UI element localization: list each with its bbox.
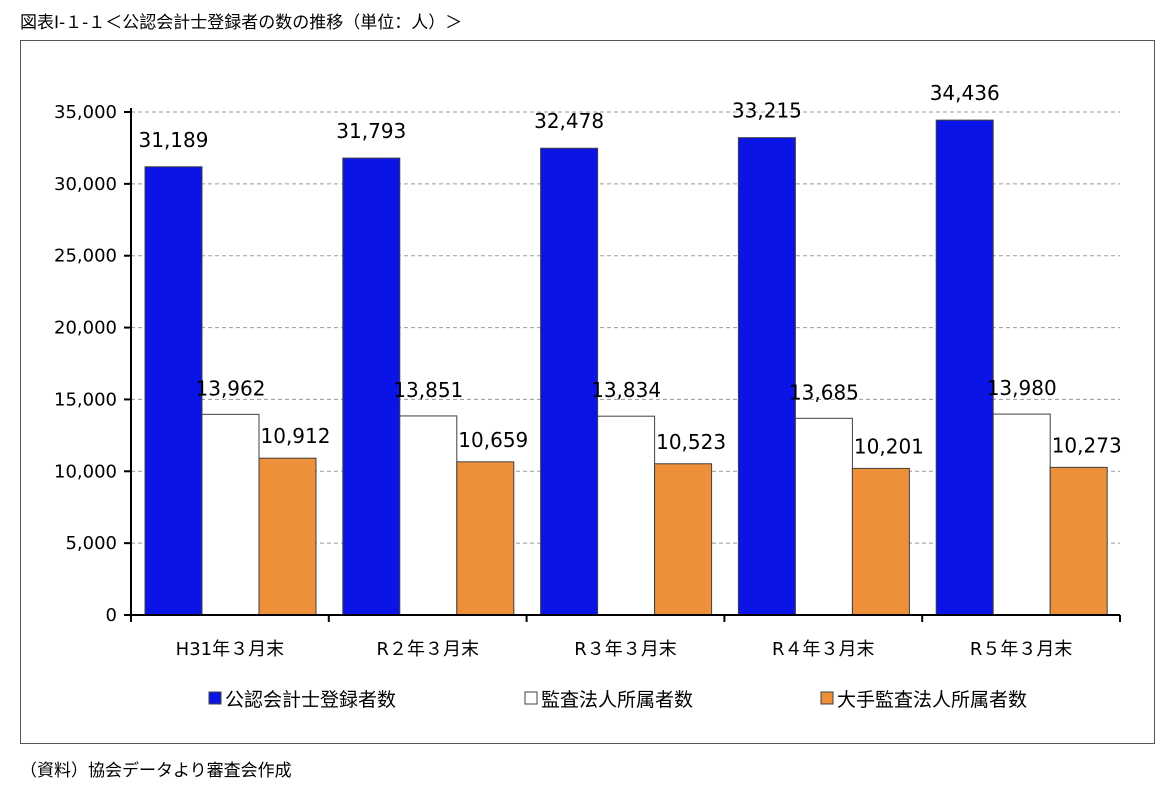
bar-large-firm <box>1049 466 1108 616</box>
y-tick-label: 25,000 <box>54 246 117 267</box>
data-label-registered: 33,215 <box>732 99 802 123</box>
legend-swatch-registered <box>208 691 222 705</box>
bar-registered <box>144 166 203 616</box>
bar-large-firm <box>654 463 713 616</box>
bar-large-firm <box>258 457 317 616</box>
bar-large-firm <box>851 467 910 616</box>
bar-audit-firm <box>794 417 853 616</box>
data-label-large-firm: 10,201 <box>854 434 924 458</box>
data-labels: 31,189 31,793 32,478 33,215 34,436 13,962 13,8… <box>139 81 1122 458</box>
y-tick-label: 30,000 <box>54 174 117 195</box>
data-label-large-firm: 10,523 <box>656 430 726 454</box>
figure-title: 図表Ⅰ-１-１＜公認会計士登録者の数の推移（単位：人）＞ <box>20 13 463 33</box>
bar-audit-firm <box>399 415 458 616</box>
data-label-audit-firm: 13,962 <box>196 376 266 400</box>
legend: 公認会計士登録者数 監査法人所属者数 大手監査法人所属者数 <box>208 689 1027 711</box>
bar-large-firm <box>456 461 515 616</box>
legend-label-audit-firm: 監査法人所属者数 <box>541 689 693 711</box>
bar-chart: 0 5,000 10,000 15,000 20,000 25,000 30,000 35,0… <box>54 81 1122 711</box>
legend-label-registered: 公認会計士登録者数 <box>225 689 396 711</box>
bar-registered <box>342 157 401 616</box>
y-tick-label: 15,000 <box>54 389 117 410</box>
data-label-registered: 32,478 <box>534 109 604 133</box>
data-label-registered: 31,189 <box>139 128 209 152</box>
chart-frame: 0 5,000 10,000 15,000 20,000 25,000 30,000 35,0… <box>20 40 1155 744</box>
bars <box>144 119 1108 616</box>
axes: 0 5,000 10,000 15,000 20,000 25,000 30,000 35,0… <box>54 102 1121 660</box>
x-category-label: R３年３月末 <box>574 639 677 660</box>
data-label-audit-firm: 13,851 <box>393 378 463 402</box>
data-label-large-firm: 10,659 <box>458 428 528 452</box>
y-tick-label: 35,000 <box>54 102 117 123</box>
bar-registered <box>540 147 599 616</box>
y-tick-label: 0 <box>106 605 117 626</box>
legend-swatch-audit-firm <box>524 691 538 705</box>
bar-registered <box>737 137 796 616</box>
x-category-label: H31年３月末 <box>176 639 284 660</box>
data-label-large-firm: 10,912 <box>261 424 331 448</box>
y-tick-label: 10,000 <box>54 461 117 482</box>
data-label-registered: 31,793 <box>336 119 406 143</box>
bar-audit-firm <box>992 413 1051 616</box>
bar-audit-firm <box>201 413 260 616</box>
x-category-label: R５年３月末 <box>970 639 1073 660</box>
bar-registered <box>935 119 994 616</box>
x-category-label: R２年３月末 <box>376 639 479 660</box>
data-label-audit-firm: 13,980 <box>987 376 1057 400</box>
y-tick-label: 5,000 <box>65 533 117 554</box>
legend-swatch-large-firm <box>820 691 834 705</box>
x-category-label: R４年３月末 <box>772 639 875 660</box>
bar-audit-firm <box>597 415 656 616</box>
data-label-audit-firm: 13,834 <box>591 378 661 402</box>
data-label-large-firm: 10,273 <box>1052 433 1122 457</box>
legend-label-large-firm: 大手監査法人所属者数 <box>837 689 1027 711</box>
source-note: （資料）協会データより審査会作成 <box>20 761 292 781</box>
data-label-registered: 34,436 <box>930 81 1000 105</box>
data-label-audit-firm: 13,685 <box>789 380 859 404</box>
y-tick-label: 20,000 <box>54 318 117 339</box>
